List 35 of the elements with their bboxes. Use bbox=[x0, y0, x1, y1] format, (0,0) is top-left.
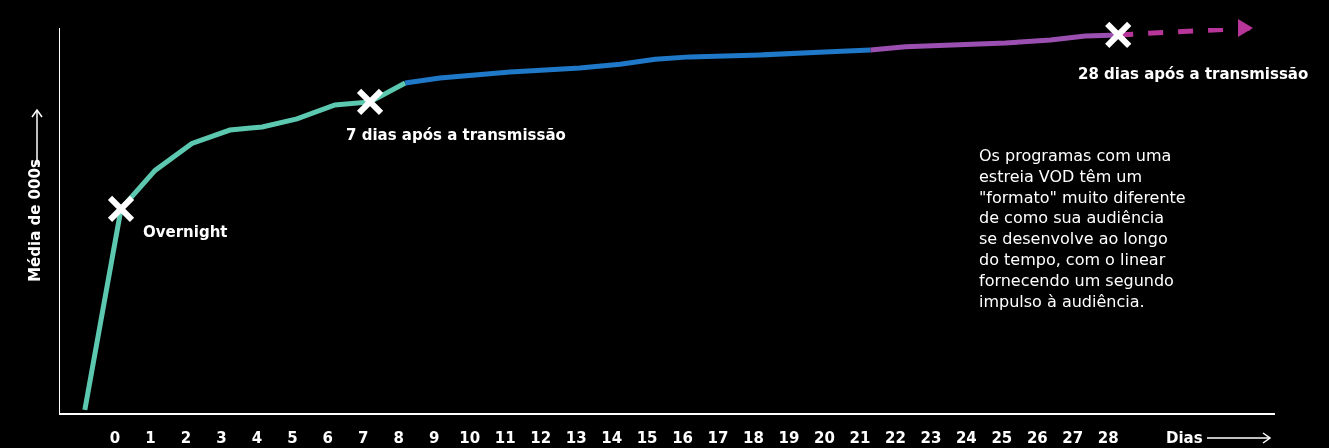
x-tick-label: 8 bbox=[393, 428, 404, 447]
x-tick-label: 11 bbox=[494, 428, 516, 447]
x-tick-label: 12 bbox=[530, 428, 552, 447]
x-tick-label: 28 bbox=[1097, 428, 1119, 447]
x-tick-label: 20 bbox=[814, 428, 835, 447]
annotation: 7 dias após a transmissão bbox=[346, 126, 566, 144]
x-tick-label: 17 bbox=[707, 428, 729, 447]
annotation: 28 dias após a transmissão bbox=[1078, 65, 1309, 83]
x-tick-label: 16 bbox=[672, 428, 694, 447]
x-tick-label: 0 bbox=[109, 428, 121, 447]
x-tick-label: 14 bbox=[601, 428, 623, 447]
x-tick-label: 25 bbox=[991, 428, 1013, 447]
annotation: Overnight bbox=[143, 223, 228, 241]
y-axis-title: Média de 000s bbox=[26, 159, 44, 282]
x-tick-label: 26 bbox=[1026, 428, 1048, 447]
x-tick-label: 2 bbox=[180, 428, 192, 447]
x-tick-label: 1 bbox=[145, 428, 156, 447]
x-tick-label: 21 bbox=[849, 428, 871, 447]
x-tick-label: 10 bbox=[459, 428, 481, 447]
annotation: Os programas com uma estreia VOD têm um "formato" muito diferente de como sua audiência se desenvolve ao longo do tempo, com o linear fornecendo um segundo impulso à audiência. bbox=[979, 146, 1186, 311]
x-tick-label: 6 bbox=[322, 428, 334, 447]
x-tick-label: 15 bbox=[636, 428, 658, 447]
x-axis-title: Dias bbox=[1166, 429, 1203, 447]
x-tick-label: 24 bbox=[955, 428, 977, 447]
x-tick-label: 22 bbox=[884, 428, 906, 447]
x-tick-label: 27 bbox=[1062, 428, 1084, 447]
x-tick-label: 18 bbox=[743, 428, 764, 447]
x-tick-label: 23 bbox=[920, 428, 942, 447]
x-tick-label: 5 bbox=[287, 428, 298, 447]
x-tick-label: 13 bbox=[565, 428, 587, 447]
x-tick-label: 19 bbox=[778, 428, 800, 447]
x-tick-label: 7 bbox=[358, 428, 369, 447]
x-tick-label: 3 bbox=[216, 428, 227, 447]
x-tick-label: 9 bbox=[429, 428, 440, 447]
x-tick-label: 4 bbox=[251, 428, 263, 447]
